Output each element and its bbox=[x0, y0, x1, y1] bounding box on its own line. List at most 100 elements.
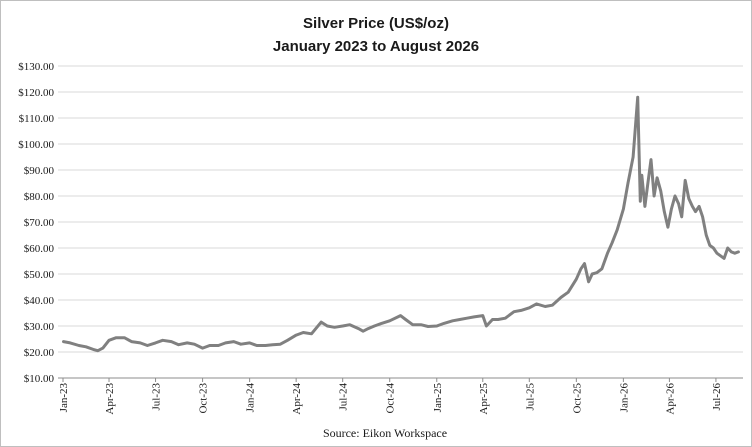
data-point bbox=[705, 233, 708, 237]
data-point bbox=[697, 205, 701, 208]
data-point bbox=[115, 336, 118, 339]
data-point bbox=[600, 267, 604, 270]
y-tick-label: $100.00 bbox=[18, 139, 54, 151]
data-point bbox=[737, 250, 740, 254]
data-point bbox=[255, 344, 258, 347]
data-point bbox=[535, 302, 538, 306]
data-point bbox=[655, 176, 659, 179]
data-point bbox=[583, 262, 586, 265]
data-point bbox=[639, 200, 642, 203]
y-tick-label: $20.00 bbox=[24, 347, 55, 359]
data-point bbox=[380, 322, 383, 325]
data-point bbox=[248, 341, 251, 345]
data-point bbox=[733, 252, 736, 255]
data-point bbox=[399, 314, 402, 317]
data-point bbox=[722, 257, 726, 260]
data-point bbox=[286, 339, 289, 342]
data-point bbox=[680, 215, 683, 218]
data-point bbox=[193, 343, 196, 346]
data-point bbox=[154, 341, 157, 345]
x-tick-label: Oct-23 bbox=[198, 383, 210, 414]
data-point bbox=[616, 228, 619, 231]
data-point bbox=[491, 318, 494, 321]
data-point bbox=[217, 344, 220, 347]
data-point bbox=[69, 341, 72, 345]
data-point bbox=[310, 332, 313, 335]
series-line bbox=[62, 95, 740, 353]
data-point bbox=[622, 207, 625, 211]
data-point bbox=[123, 336, 126, 339]
data-point bbox=[341, 324, 344, 328]
data-point bbox=[544, 305, 547, 308]
x-tick-label: Apr-24 bbox=[291, 383, 303, 415]
y-tick-label: $80.00 bbox=[24, 191, 55, 203]
data-point bbox=[496, 318, 500, 321]
data-point bbox=[348, 323, 351, 326]
chart-title: Silver Price (US$/oz) bbox=[303, 15, 449, 32]
data-point bbox=[77, 344, 81, 347]
data-point bbox=[567, 291, 570, 294]
data-point bbox=[170, 340, 173, 343]
data-point bbox=[691, 205, 694, 208]
data-point bbox=[451, 319, 454, 322]
x-tick-label: Jan-26 bbox=[618, 383, 630, 413]
y-axis-tick-labels: $10.00 $20.00 $30.00 $40.00 $50.00 $60.00 $70.… bbox=[18, 61, 54, 385]
data-point bbox=[652, 194, 656, 198]
x-tick-label: Oct-24 bbox=[385, 383, 397, 414]
x-axis-tick-labels: Jan-23 Apr-23 Jul-23 Oct-23 Jan-24 Apr-24 Jul-… bbox=[58, 383, 723, 415]
data-point bbox=[606, 252, 609, 255]
chart-subtitle: January 2023 to August 2026 bbox=[273, 38, 479, 55]
y-tick-label: $70.00 bbox=[24, 217, 55, 229]
data-point bbox=[719, 254, 722, 257]
data-point bbox=[528, 306, 531, 309]
x-tick-label: Jul-23 bbox=[151, 383, 163, 411]
data-point bbox=[435, 324, 438, 328]
data-point bbox=[208, 344, 211, 347]
data-point bbox=[673, 194, 677, 198]
data-point bbox=[411, 323, 414, 326]
data-point bbox=[481, 314, 484, 317]
data-point bbox=[271, 343, 274, 346]
x-tick-label: Jan-24 bbox=[245, 383, 257, 413]
data-point bbox=[591, 272, 594, 276]
y-tick-label: $120.00 bbox=[18, 87, 54, 99]
data-point bbox=[631, 155, 635, 159]
data-point bbox=[666, 226, 670, 229]
series-layer bbox=[62, 95, 740, 353]
data-point bbox=[726, 246, 729, 250]
data-point bbox=[659, 189, 662, 192]
data-point bbox=[186, 341, 189, 345]
data-point bbox=[442, 322, 446, 325]
data-point bbox=[687, 197, 690, 200]
x-tick-label: Jul-24 bbox=[338, 383, 350, 411]
y-tick-label: $90.00 bbox=[24, 165, 55, 177]
data-point bbox=[485, 324, 488, 328]
data-point bbox=[472, 315, 476, 319]
data-point bbox=[730, 250, 733, 254]
data-point bbox=[279, 343, 282, 346]
data-point bbox=[232, 340, 235, 343]
data-point bbox=[458, 318, 461, 321]
data-point bbox=[519, 309, 523, 312]
data-point bbox=[139, 341, 142, 345]
data-point bbox=[326, 324, 329, 328]
y-tick-label: $110.00 bbox=[19, 113, 55, 125]
x-tick-label: Apr-23 bbox=[104, 383, 116, 415]
x-tick-label: Jan-23 bbox=[58, 383, 70, 413]
data-point bbox=[512, 310, 516, 313]
data-point bbox=[559, 296, 563, 299]
y-tick-label: $50.00 bbox=[24, 269, 55, 281]
x-tick-label: Apr-26 bbox=[664, 383, 676, 415]
data-point bbox=[694, 210, 697, 213]
data-point bbox=[367, 327, 370, 330]
data-point bbox=[575, 278, 578, 281]
data-point bbox=[320, 320, 323, 324]
data-point bbox=[636, 96, 639, 99]
data-point bbox=[302, 331, 305, 334]
data-point bbox=[504, 317, 507, 320]
data-point bbox=[610, 241, 614, 244]
x-tick-label: Jul-25 bbox=[524, 383, 536, 411]
data-point bbox=[295, 333, 298, 337]
